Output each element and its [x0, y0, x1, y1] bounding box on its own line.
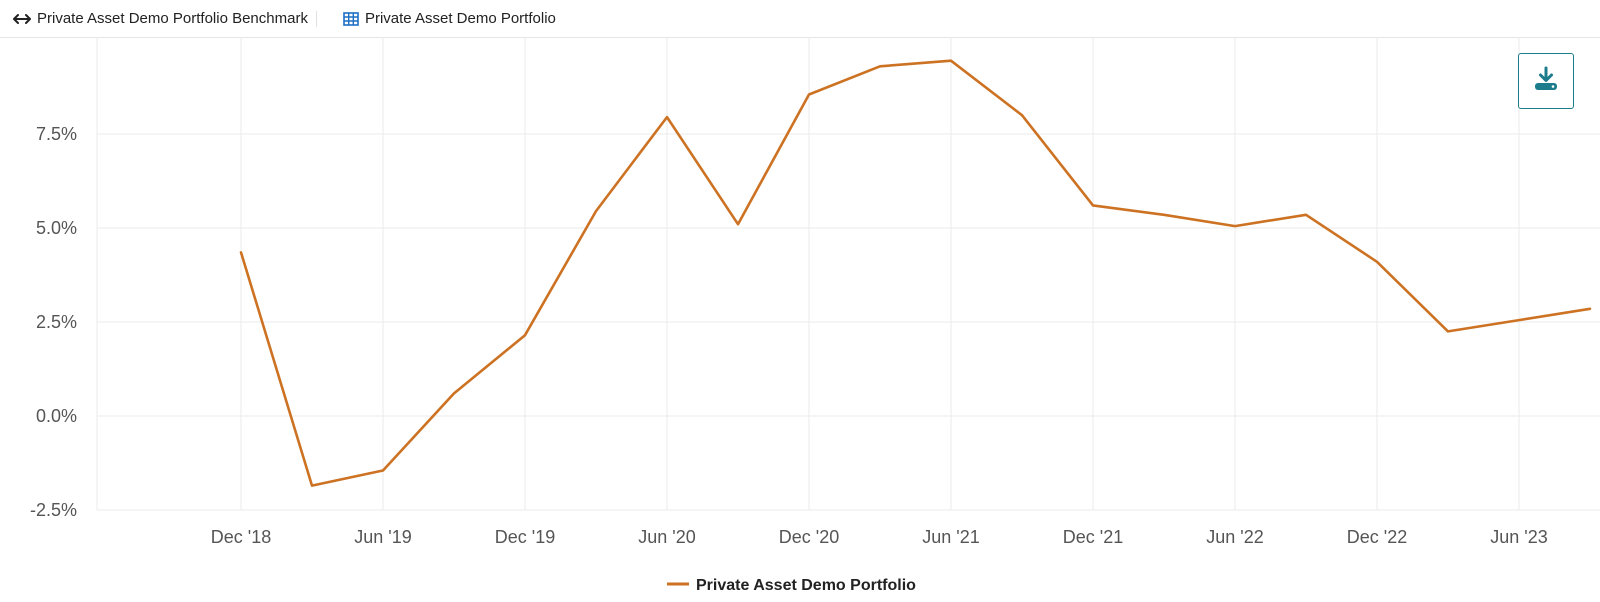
data-point[interactable]	[237, 248, 245, 256]
toolbar-divider	[315, 10, 317, 27]
data-point[interactable]	[1231, 222, 1239, 230]
table-grid-icon	[343, 11, 359, 26]
data-point[interactable]	[1373, 258, 1381, 266]
data-point[interactable]	[734, 220, 742, 228]
data-point[interactable]	[1018, 111, 1026, 119]
x-tick-label: Jun '23	[1490, 527, 1547, 547]
data-point[interactable]	[1515, 316, 1523, 324]
y-tick-label: 2.5%	[36, 312, 77, 332]
x-tick-label: Jun '22	[1206, 527, 1263, 547]
data-point[interactable]	[1302, 211, 1310, 219]
data-point[interactable]	[805, 91, 813, 99]
benchmark-toggle[interactable]: Private Asset Demo Portfolio Benchmark	[13, 10, 308, 27]
download-icon	[1532, 65, 1560, 98]
x-tick-label: Dec '20	[779, 527, 839, 547]
series-line[interactable]	[239, 59, 1592, 487]
data-point[interactable]	[663, 113, 671, 121]
portfolio-label: Private Asset Demo Portfolio	[364, 10, 556, 27]
y-tick-label: -2.5%	[30, 500, 77, 520]
x-tick-label: Dec '21	[1063, 527, 1123, 547]
data-point[interactable]	[521, 331, 529, 339]
x-axis-labels: Dec '18 Jun '19 Dec '19 Jun '20 Dec '20 Jun '…	[211, 527, 1548, 547]
vertical-grid	[96, 38, 1520, 510]
x-tick-label: Jun '20	[638, 527, 695, 547]
data-point[interactable]	[876, 62, 884, 70]
x-tick-label: Jun '21	[922, 527, 979, 547]
data-point[interactable]	[450, 389, 458, 397]
x-tick-label: Dec '18	[211, 527, 271, 547]
legend-label[interactable]: Private Asset Demo Portfolio	[696, 577, 916, 594]
data-point[interactable]	[947, 57, 955, 65]
series-layer	[237, 57, 1594, 490]
legend: Private Asset Demo Portfolio	[667, 577, 916, 594]
horizontal-grid	[97, 133, 1600, 511]
x-tick-label: Jun '19	[354, 527, 411, 547]
y-tick-label: 5.0%	[36, 218, 77, 238]
chart-toolbar: Private Asset Demo Portfolio Benchmark P…	[0, 0, 1600, 38]
data-point[interactable]	[1444, 327, 1452, 335]
y-tick-label: 7.5%	[36, 124, 77, 144]
y-axis-labels: 7.5% 5.0% 2.5% 0.0% -2.5%	[30, 124, 77, 520]
data-point[interactable]	[1160, 211, 1168, 219]
x-tick-label: Dec '19	[495, 527, 555, 547]
data-point[interactable]	[1089, 201, 1097, 209]
benchmark-label: Private Asset Demo Portfolio Benchmark	[37, 10, 308, 27]
download-button[interactable]	[1518, 53, 1574, 109]
data-point[interactable]	[308, 482, 316, 490]
data-point[interactable]	[379, 467, 387, 475]
portfolio-toggle[interactable]: Private Asset Demo Portfolio	[343, 10, 556, 27]
left-right-arrow-icon	[13, 13, 31, 25]
data-point[interactable]	[1586, 305, 1594, 313]
y-tick-label: 0.0%	[36, 406, 77, 426]
data-point[interactable]	[592, 207, 600, 215]
x-tick-label: Dec '22	[1347, 527, 1407, 547]
